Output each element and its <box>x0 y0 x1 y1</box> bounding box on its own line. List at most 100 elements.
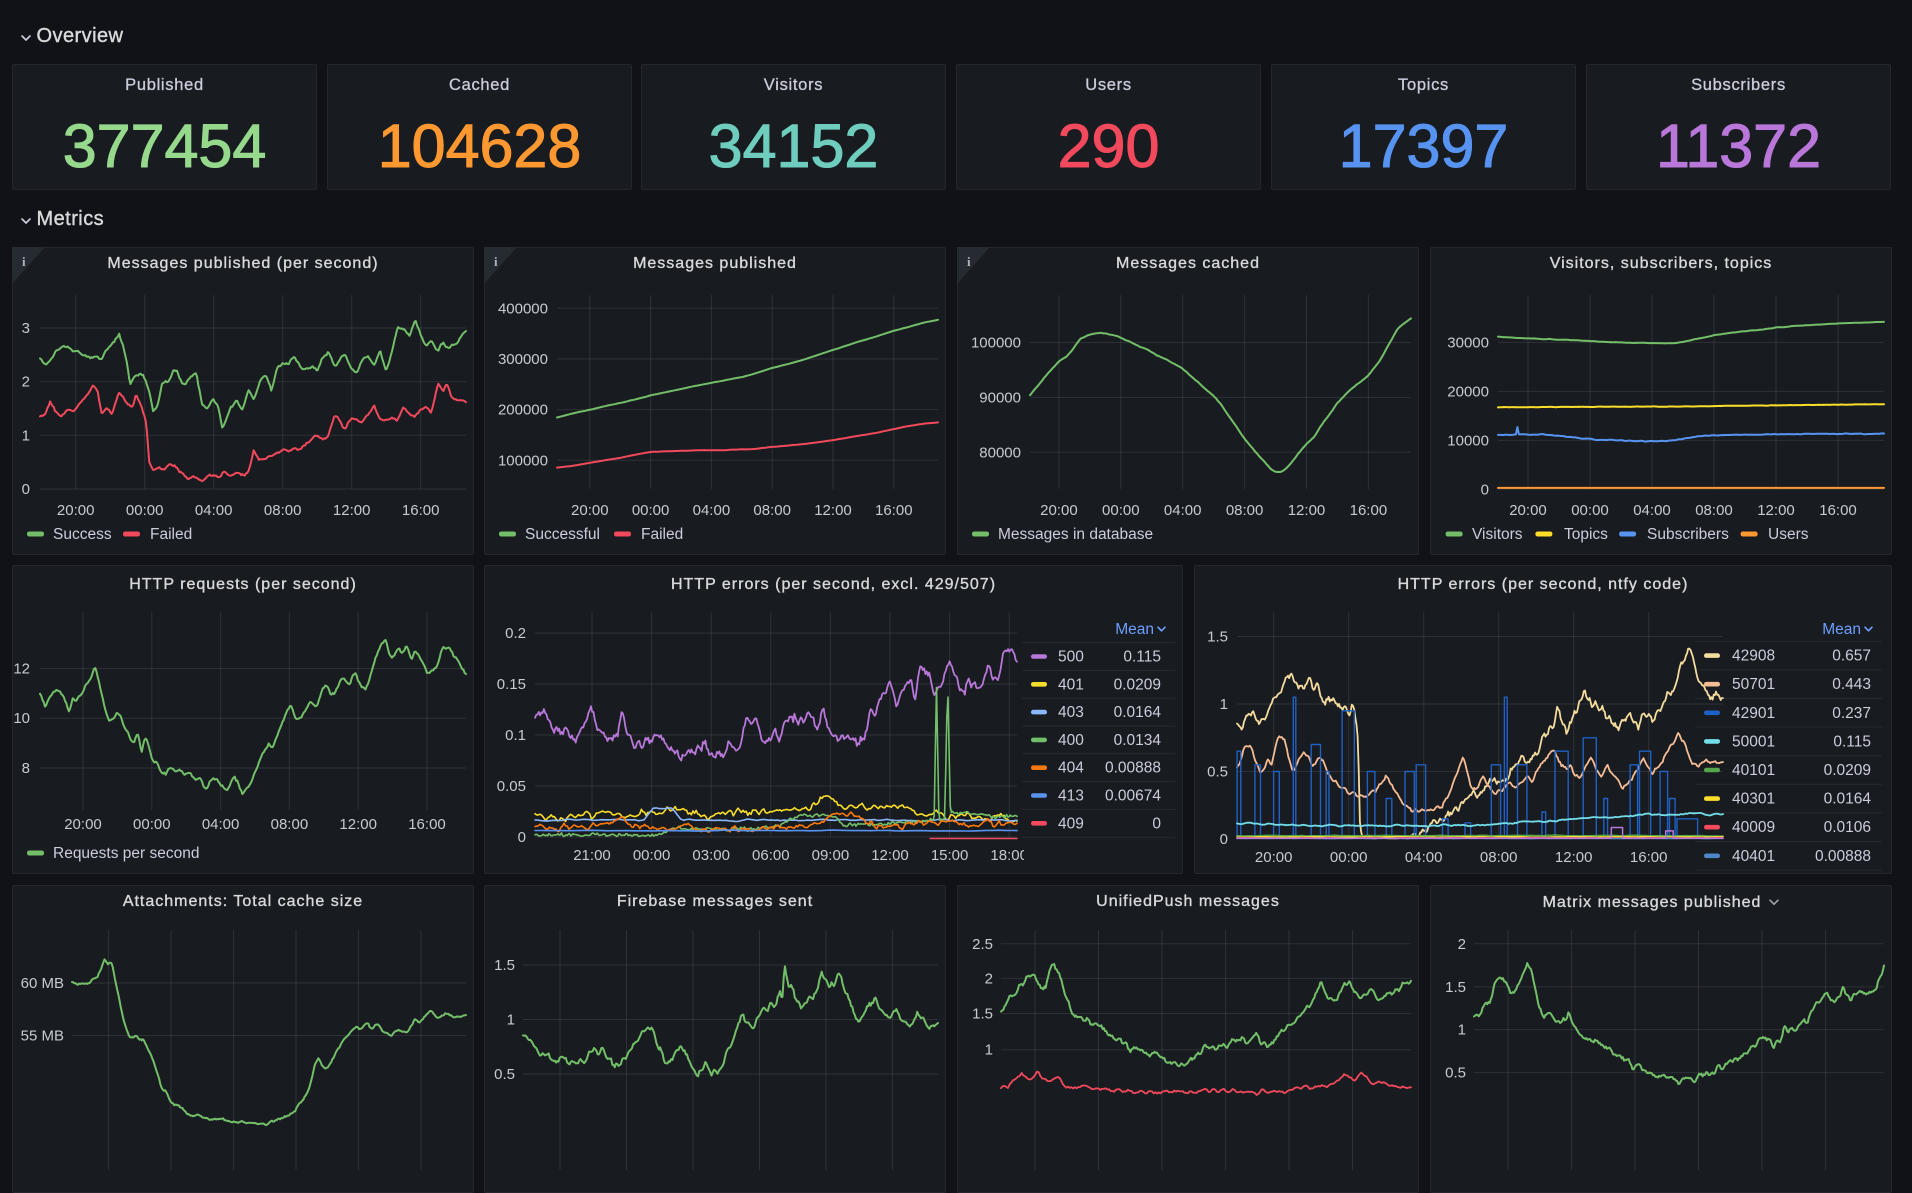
svg-text:1: 1 <box>985 1042 993 1059</box>
svg-text:20:00: 20:00 <box>1255 849 1293 866</box>
svg-text:i: i <box>967 254 971 269</box>
svg-text:0.115: 0.115 <box>1123 649 1161 666</box>
svg-text:15:00: 15:00 <box>931 847 969 864</box>
svg-text:Success: Success <box>53 526 112 543</box>
svg-text:55 MB: 55 MB <box>21 1028 64 1045</box>
svg-text:80000: 80000 <box>979 444 1021 461</box>
svg-text:16:00: 16:00 <box>408 816 446 833</box>
svg-text:0.0209: 0.0209 <box>1114 676 1161 693</box>
svg-text:2: 2 <box>22 374 30 391</box>
svg-text:12:00: 12:00 <box>1555 849 1593 866</box>
svg-text:1: 1 <box>1458 1022 1466 1039</box>
svg-text:16:00: 16:00 <box>1819 502 1857 519</box>
svg-text:Failed: Failed <box>641 526 683 543</box>
svg-text:Visitors: Visitors <box>1472 526 1523 543</box>
svg-text:0.657: 0.657 <box>1832 648 1871 665</box>
svg-text:400: 400 <box>1058 732 1084 749</box>
svg-text:20:00: 20:00 <box>1509 502 1547 519</box>
svg-text:0.0209: 0.0209 <box>1824 762 1871 779</box>
svg-text:1: 1 <box>1220 696 1228 713</box>
svg-text:20:00: 20:00 <box>57 502 95 519</box>
svg-text:Mean: Mean <box>1115 621 1154 638</box>
svg-text:20:00: 20:00 <box>64 816 102 833</box>
svg-text:04:00: 04:00 <box>1633 502 1671 519</box>
svg-text:10000: 10000 <box>1447 432 1489 449</box>
svg-text:0.115: 0.115 <box>1833 733 1871 750</box>
svg-text:42901: 42901 <box>1732 705 1775 722</box>
svg-text:06:00: 06:00 <box>752 847 790 864</box>
svg-text:i: i <box>494 254 498 269</box>
svg-text:42908: 42908 <box>1732 648 1775 665</box>
svg-text:413: 413 <box>1058 788 1084 805</box>
svg-text:2: 2 <box>985 970 993 987</box>
svg-text:08:00: 08:00 <box>271 816 309 833</box>
svg-text:100000: 100000 <box>971 335 1021 352</box>
svg-text:08:00: 08:00 <box>264 502 302 519</box>
svg-text:1.5: 1.5 <box>1207 629 1228 646</box>
svg-text:12:00: 12:00 <box>339 816 377 833</box>
svg-text:00:00: 00:00 <box>633 847 671 864</box>
svg-text:Successful: Successful <box>525 526 600 543</box>
svg-text:00:00: 00:00 <box>133 816 171 833</box>
svg-text:00:00: 00:00 <box>632 502 670 519</box>
svg-text:04:00: 04:00 <box>1405 849 1443 866</box>
svg-text:0.05: 0.05 <box>497 778 526 795</box>
svg-text:21:00: 21:00 <box>573 847 611 864</box>
svg-text:12: 12 <box>13 661 30 678</box>
svg-text:20:00: 20:00 <box>1040 502 1078 519</box>
svg-text:08:00: 08:00 <box>753 502 791 519</box>
svg-text:0.443: 0.443 <box>1832 676 1871 693</box>
svg-text:04:00: 04:00 <box>1164 502 1202 519</box>
svg-text:401: 401 <box>1058 676 1084 693</box>
svg-text:409: 409 <box>1058 815 1084 832</box>
svg-text:00:00: 00:00 <box>126 502 164 519</box>
svg-text:1.5: 1.5 <box>1445 979 1466 996</box>
svg-text:1.5: 1.5 <box>494 957 515 974</box>
svg-text:12:00: 12:00 <box>1288 502 1326 519</box>
svg-text:16:00: 16:00 <box>875 502 913 519</box>
svg-text:09:00: 09:00 <box>812 847 850 864</box>
svg-text:Topics: Topics <box>1564 526 1608 543</box>
svg-text:16:00: 16:00 <box>1630 849 1668 866</box>
svg-text:12:00: 12:00 <box>814 502 852 519</box>
svg-text:0.00674: 0.00674 <box>1105 788 1161 805</box>
svg-text:0: 0 <box>22 481 30 498</box>
svg-text:0.237: 0.237 <box>1832 705 1871 722</box>
svg-text:08:00: 08:00 <box>1695 502 1733 519</box>
svg-text:08:00: 08:00 <box>1480 849 1518 866</box>
svg-text:3: 3 <box>22 320 30 337</box>
svg-text:300000: 300000 <box>498 351 548 368</box>
svg-text:03:00: 03:00 <box>692 847 730 864</box>
svg-text:12:00: 12:00 <box>871 847 909 864</box>
svg-text:0.0164: 0.0164 <box>1114 704 1162 721</box>
svg-text:500: 500 <box>1058 649 1084 666</box>
svg-text:Requests per second: Requests per second <box>53 845 199 862</box>
svg-text:0.00888: 0.00888 <box>1815 848 1871 865</box>
svg-text:1: 1 <box>507 1012 515 1029</box>
svg-text:40301: 40301 <box>1732 791 1775 808</box>
svg-text:04:00: 04:00 <box>202 816 240 833</box>
svg-text:200000: 200000 <box>498 402 548 419</box>
svg-text:0.15: 0.15 <box>497 676 526 693</box>
svg-text:1.5: 1.5 <box>972 1006 993 1023</box>
svg-text:Failed: Failed <box>150 526 192 543</box>
svg-text:0: 0 <box>1152 815 1161 832</box>
svg-text:40401: 40401 <box>1732 848 1775 865</box>
svg-text:18:00: 18:00 <box>990 847 1028 864</box>
svg-text:16:00: 16:00 <box>1350 502 1388 519</box>
svg-text:0.5: 0.5 <box>1445 1065 1466 1082</box>
svg-text:40101: 40101 <box>1732 762 1775 779</box>
svg-text:12:00: 12:00 <box>1757 502 1795 519</box>
svg-text:20:00: 20:00 <box>571 502 609 519</box>
svg-text:400000: 400000 <box>498 300 548 317</box>
svg-text:60 MB: 60 MB <box>21 975 64 992</box>
svg-text:1: 1 <box>22 427 30 444</box>
svg-text:Subscribers: Subscribers <box>1647 526 1729 543</box>
svg-text:Mean: Mean <box>1822 621 1861 638</box>
svg-text:00:00: 00:00 <box>1102 502 1140 519</box>
svg-text:04:00: 04:00 <box>195 502 233 519</box>
svg-text:90000: 90000 <box>979 389 1021 406</box>
svg-text:i: i <box>22 254 26 269</box>
svg-text:0: 0 <box>1481 481 1489 498</box>
svg-text:10: 10 <box>13 710 30 727</box>
